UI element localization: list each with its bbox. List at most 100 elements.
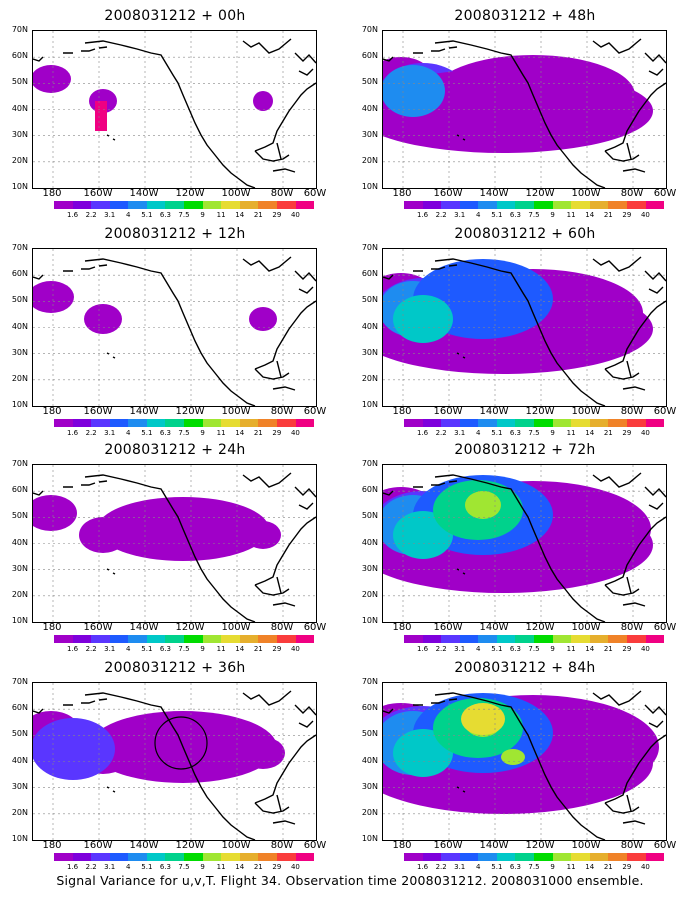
- colorbar-label: 6.3: [509, 211, 521, 219]
- colorbar-label: 7.5: [178, 429, 190, 437]
- colorbar-swatch: [54, 635, 73, 643]
- colorbar-swatch: [109, 635, 129, 643]
- variance-contour: [253, 91, 273, 111]
- coastline: [272, 602, 296, 607]
- coastline: [626, 576, 632, 594]
- coastline: [298, 720, 314, 728]
- colorbar-labels: 1.6 2.2 3.1 4 5.1 6.3 7.5 9 11 14 21 29 40: [54, 645, 314, 655]
- coastline: [383, 274, 394, 280]
- coastline: [648, 68, 664, 76]
- panel-title: 2008031212 + 24h: [104, 442, 246, 458]
- coastline: [84, 40, 256, 188]
- variance-contour: [33, 718, 115, 780]
- lon-label: 160W: [83, 622, 113, 633]
- lat-label: 40N: [361, 321, 378, 331]
- colorbar-label: 5.1: [141, 863, 153, 871]
- lat-label: 50N: [11, 511, 28, 521]
- colorbar-label: 14: [585, 211, 595, 219]
- lon-label: 180: [392, 188, 412, 199]
- map-frame: [32, 30, 317, 189]
- lon-label: 60W: [303, 840, 327, 851]
- colorbar-label: 3.1: [104, 645, 116, 653]
- coastline: [254, 516, 316, 586]
- colorbar-swatch: [184, 419, 203, 427]
- lon-label: 160W: [433, 622, 463, 633]
- panel-title: 2008031212 + 36h: [104, 660, 246, 676]
- colorbar-swatch: [202, 853, 222, 861]
- forecast-panel: 2008031212 + 84h 70N 60N 50N 40N 30N 20N 10N 180…: [350, 652, 700, 871]
- lat-label: 10N: [11, 616, 28, 625]
- colorbar-swatch: [276, 419, 296, 427]
- colorbar-label: 9: [200, 645, 205, 653]
- coastline: [456, 786, 466, 793]
- colorbar-swatch: [608, 853, 627, 861]
- colorbar-swatch: [221, 635, 240, 643]
- colorbar-label: 40: [640, 863, 650, 871]
- lon-label: 140W: [479, 406, 509, 417]
- lon-label: 140W: [129, 622, 159, 633]
- colorbar-label: 3.1: [454, 863, 466, 871]
- coastline: [276, 142, 282, 160]
- colorbar-swatch: [72, 635, 92, 643]
- colorbar-label: 9: [550, 645, 555, 653]
- lon-label: 80W: [620, 188, 644, 199]
- colorbar-swatch: [571, 853, 590, 861]
- lon-label: 140W: [129, 406, 159, 417]
- colorbar-swatch: [534, 853, 553, 861]
- lat-label: 60N: [361, 51, 378, 61]
- colorbar-label: 6.3: [509, 429, 521, 437]
- lon-label: 120W: [525, 406, 555, 417]
- colorbar-label: 11: [216, 211, 226, 219]
- colorbar-swatch: [165, 853, 185, 861]
- colorbar-label: 14: [235, 211, 245, 219]
- colorbar-swatch: [258, 201, 277, 209]
- lon-label: 80W: [620, 622, 644, 633]
- figure-caption: Signal Variance for u,v,T. Flight 34. Ob…: [56, 873, 644, 888]
- colorbar-swatch: [404, 635, 423, 643]
- colorbar-swatch: [202, 201, 222, 209]
- lon-label: 60W: [303, 188, 327, 199]
- lon-label: 100W: [571, 622, 601, 633]
- coastline: [604, 300, 666, 370]
- coastline: [254, 368, 290, 380]
- colorbar-swatch: [589, 635, 609, 643]
- colorbar-swatch: [608, 635, 627, 643]
- lat-label: 50N: [11, 295, 28, 305]
- coastline: [456, 568, 466, 575]
- colorbar-swatch: [146, 853, 166, 861]
- colorbar-swatch: [645, 201, 665, 209]
- colorbar-swatch: [295, 201, 315, 209]
- colorbar-label: 40: [640, 429, 650, 437]
- coastline: [63, 480, 108, 488]
- colorbar-swatch: [91, 635, 110, 643]
- coastline: [456, 134, 466, 141]
- colorbar-swatch: [571, 635, 590, 643]
- map-frame: [32, 464, 317, 623]
- coastline: [294, 704, 316, 716]
- colorbar-swatch: [404, 201, 423, 209]
- colorbar-label: 2.2: [85, 645, 97, 653]
- lon-label: 120W: [525, 622, 555, 633]
- colorbar-swatch: [515, 419, 535, 427]
- lat-label: 60N: [11, 703, 28, 713]
- colorbar-label: 5.1: [491, 645, 503, 653]
- colorbar: [54, 419, 315, 427]
- coastline: [383, 490, 394, 496]
- map-frame: [382, 30, 667, 189]
- coastline: [254, 584, 290, 596]
- colorbar-label: 1.6: [66, 429, 79, 437]
- colorbar-swatch: [109, 853, 129, 861]
- coastline: [106, 786, 116, 793]
- colorbar-swatch: [552, 635, 572, 643]
- colorbar-label: 21: [253, 429, 263, 437]
- lon-label: 180: [42, 188, 62, 199]
- colorbar-label: 4: [126, 429, 131, 437]
- colorbar-label: 21: [253, 863, 263, 871]
- coastline: [644, 486, 666, 498]
- lat-label: 10N: [11, 400, 28, 409]
- colorbar-swatch: [239, 419, 259, 427]
- forecast-panel: 2008031212 + 12h 70N 60N 50N 40N 30N 20N 10N 180…: [0, 218, 350, 437]
- lat-label: 20N: [361, 155, 378, 165]
- colorbar-label: 2.2: [85, 863, 97, 871]
- colorbar-swatch: [534, 635, 553, 643]
